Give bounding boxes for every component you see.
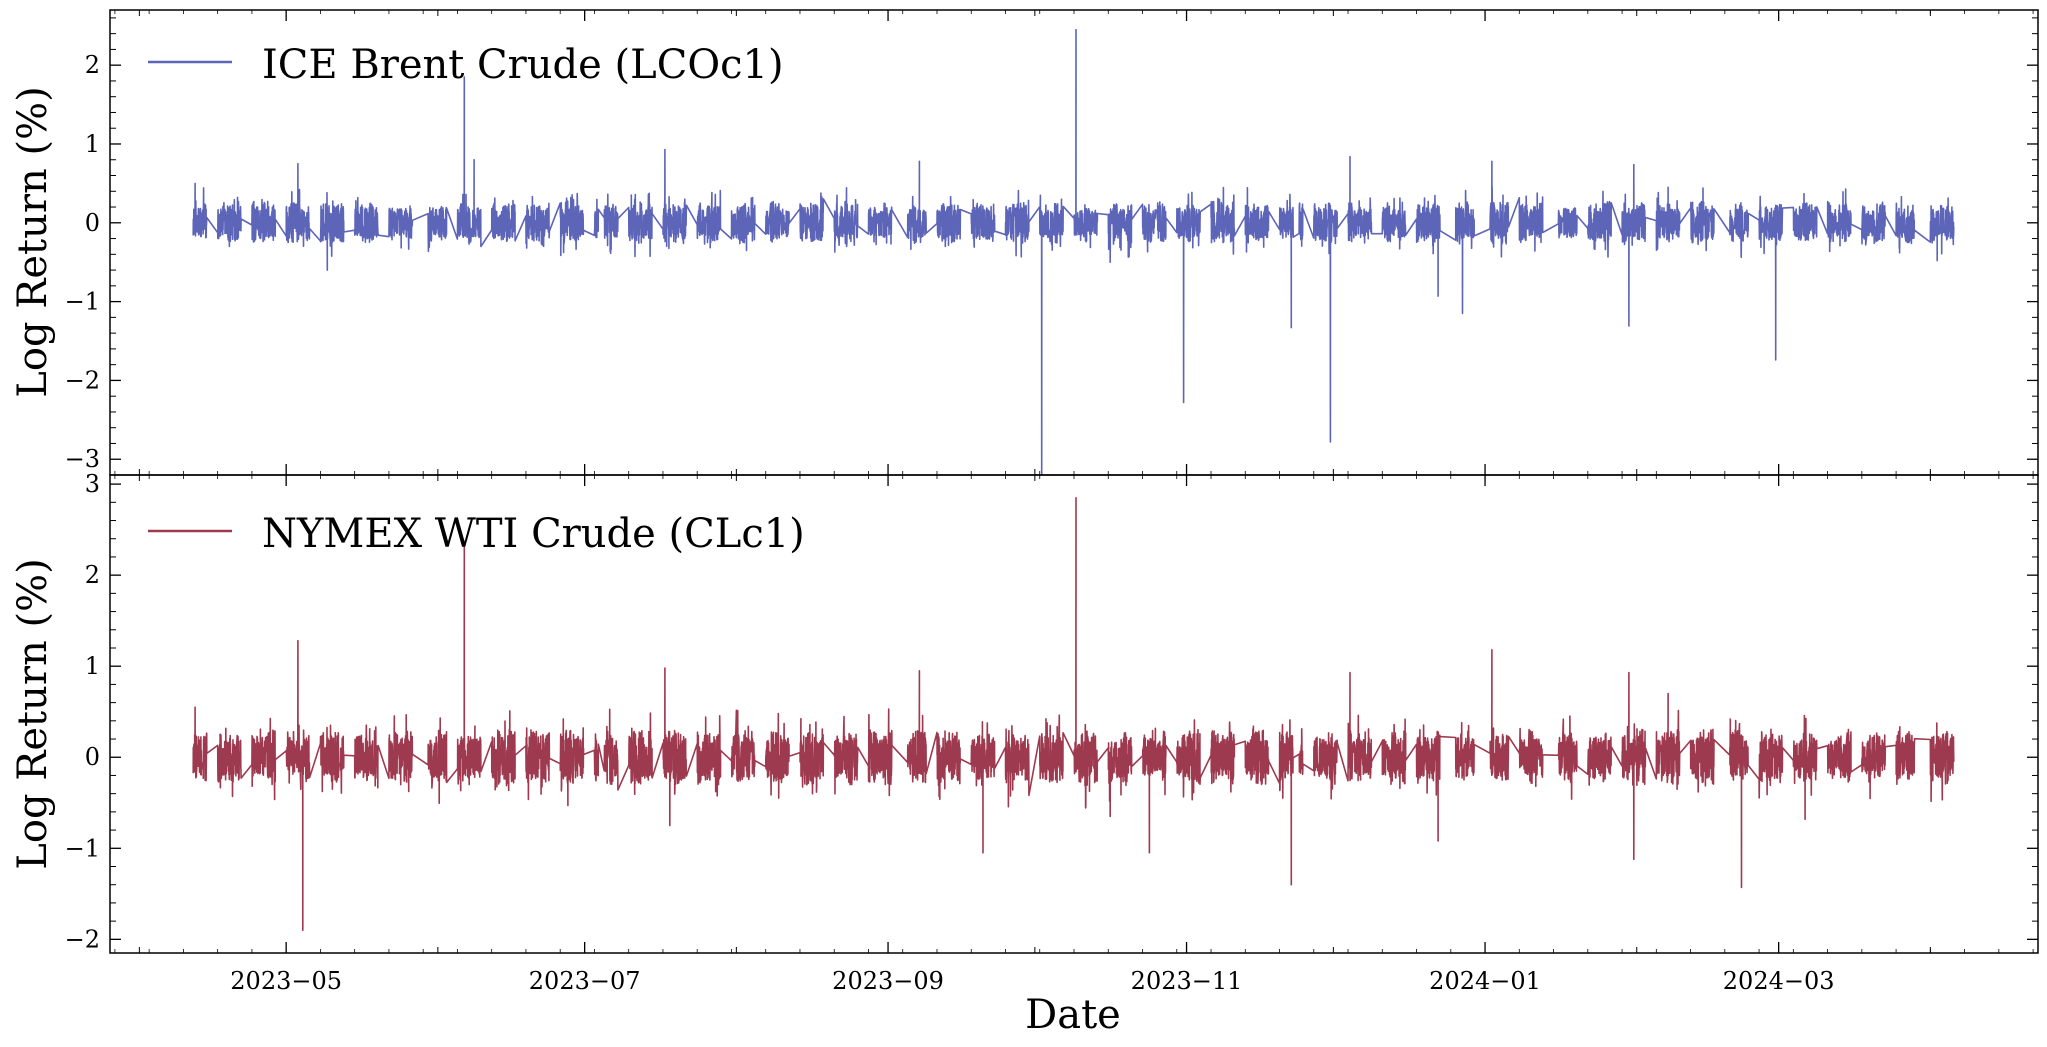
y-tick-label: −2 xyxy=(65,366,100,394)
top-panel: 2 1 0 −1 −2 −3 ICE Brent Crude (LCOc1) Log Re… xyxy=(10,9,2039,476)
bottom-panel: 3 2 1 0 −1 −2 NYMEX WTI Crude (CLc1) Log Retu… xyxy=(10,470,2039,1038)
x-tick-label: 2023−11 xyxy=(1131,967,1243,995)
wti-series-line xyxy=(192,497,1955,931)
y-tick-label: 0 xyxy=(85,209,100,237)
y-tick-label: 1 xyxy=(85,652,100,680)
x-tick-label: 2023−09 xyxy=(832,967,944,995)
bottom-panel-ticks: 3 2 1 0 −1 −2 xyxy=(65,470,2038,953)
x-tick-label: 2024−03 xyxy=(1723,967,1835,995)
y-tick-label: 2 xyxy=(85,561,100,589)
x-axis-label: Date xyxy=(1025,992,1121,1038)
x-tick-label: 2023−05 xyxy=(230,967,342,995)
x-tick-labels: 2023−05 2023−07 2023−09 2023−11 2024−01 2024−… xyxy=(230,967,1834,995)
y-tick-label: −3 xyxy=(65,445,100,473)
x-tick-label: 2023−07 xyxy=(529,967,641,995)
y-tick-label: 3 xyxy=(85,470,100,498)
y-tick-label: −1 xyxy=(65,288,100,316)
y-tick-label: 0 xyxy=(85,743,100,771)
y-tick-label: −1 xyxy=(65,834,100,862)
y-tick-label: 1 xyxy=(85,130,100,158)
bottom-legend-label: NYMEX WTI Crude (CLc1) xyxy=(262,511,805,557)
y-tick-label: −2 xyxy=(65,925,100,953)
top-panel-ticks: 2 1 0 −1 −2 −3 xyxy=(65,10,2038,475)
brent-series-layer xyxy=(192,28,1955,476)
y-tick-label: 2 xyxy=(85,51,100,79)
x-tick-label: 2024−01 xyxy=(1429,967,1541,995)
top-legend-label: ICE Brent Crude (LCOc1) xyxy=(262,42,784,88)
bottom-legend: NYMEX WTI Crude (CLc1) xyxy=(148,511,805,557)
top-legend: ICE Brent Crude (LCOc1) xyxy=(148,42,784,88)
bottom-y-axis-label: Log Return (%) xyxy=(10,558,56,869)
wti-series-layer xyxy=(192,497,1955,931)
top-y-axis-label: Log Return (%) xyxy=(10,86,56,397)
brent-series-line xyxy=(192,28,1955,476)
